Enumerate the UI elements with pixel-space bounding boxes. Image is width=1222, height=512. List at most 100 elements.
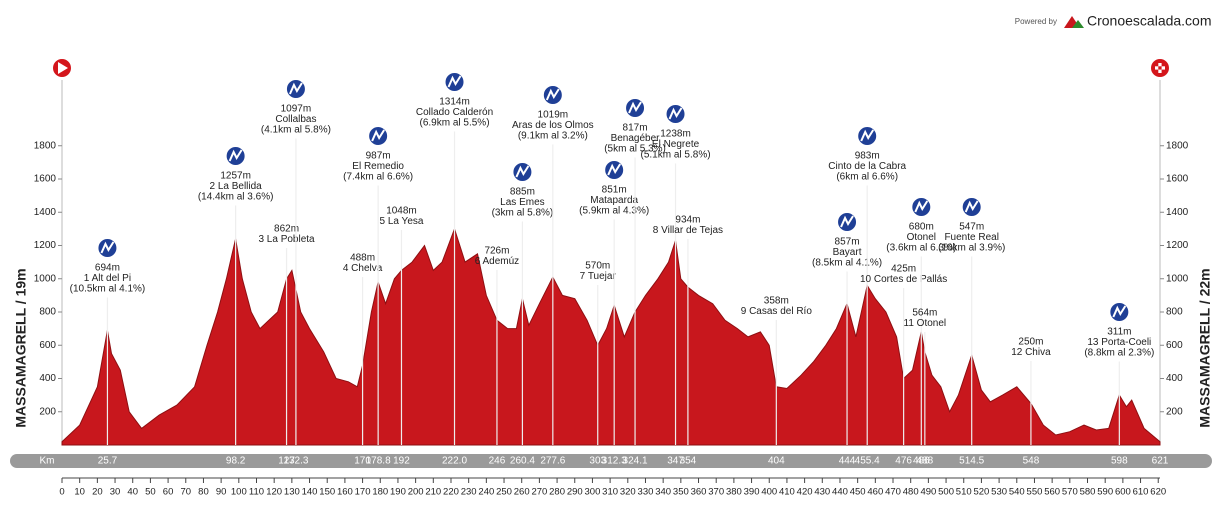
x-tick-label: 350 — [673, 487, 689, 498]
x-tick-label: 60 — [163, 487, 174, 498]
climb-icon-glyph — [860, 129, 875, 142]
marker-name: Mataparda — [590, 195, 638, 206]
marker-elevation: 250m — [1018, 337, 1043, 348]
climb-icon-glyph — [607, 163, 622, 176]
brand-logo-2 — [1072, 20, 1084, 28]
marker-elevation: 934m — [675, 215, 700, 226]
x-tick-label: 50 — [145, 487, 156, 498]
x-tick-label: 540 — [1009, 487, 1025, 498]
x-tick-label: 90 — [216, 487, 227, 498]
x-tick-label: 340 — [655, 487, 671, 498]
marker-detail: (3.6km al 6.3%) — [886, 243, 956, 254]
x-tick-label: 590 — [1097, 487, 1113, 498]
km-bar-label: 132.3 — [283, 456, 308, 467]
km-bar-label: 404 — [768, 456, 785, 467]
marker-name: 12 Chiva — [1011, 347, 1051, 358]
x-tick-label: 530 — [991, 487, 1007, 498]
marker-detail: (10.5km al 4.1%) — [70, 284, 146, 295]
x-tick-label: 360 — [691, 487, 707, 498]
km-bar-label: 514.5 — [959, 456, 984, 467]
x-tick-label: 0 — [59, 487, 64, 498]
powered-by: Powered by — [1015, 17, 1057, 26]
marker-name: 1 Alt del Pi — [84, 273, 131, 284]
marker-name: Aras de los Olmos — [512, 120, 594, 131]
marker-elevation: 983m — [855, 151, 880, 162]
x-tick-label: 80 — [198, 487, 209, 498]
marker-detail: (8.5km al 4.1%) — [812, 258, 882, 269]
marker-detail: (14.4km al 3.6%) — [198, 192, 274, 203]
y-tick-label-right: 1600 — [1166, 174, 1189, 185]
x-tick-label: 130 — [284, 487, 300, 498]
climb-icon-glyph — [628, 101, 642, 114]
marker-detail: (9.1km al 3.2%) — [518, 131, 588, 142]
y-tick-label: 1200 — [34, 240, 57, 251]
x-tick-label: 180 — [372, 487, 388, 498]
marker-name: 11 Otonel — [904, 318, 947, 329]
marker-elevation: 311m — [1107, 327, 1131, 338]
x-tick-label: 500 — [938, 487, 954, 498]
km-bar-label: 222.0 — [442, 456, 467, 467]
y-tick-label: 200 — [39, 406, 56, 417]
y-tick-label-right: 1200 — [1166, 240, 1189, 251]
marker-name: Cinto de la Cabra — [828, 161, 906, 172]
climb-icon — [224, 145, 247, 167]
marker-elevation: 564m — [912, 308, 937, 319]
climb-icon-glyph — [289, 82, 303, 95]
x-tick-label: 120 — [266, 487, 282, 498]
climb-icon — [541, 84, 564, 106]
marker-name: 9 Casas del Río — [741, 306, 813, 317]
marker-elevation: 1257m — [220, 171, 251, 182]
y-tick-label-right: 400 — [1166, 373, 1183, 384]
km-bar-label: 178.8 — [366, 456, 391, 467]
climb-icon — [624, 97, 647, 119]
marker-elevation: 547m — [959, 222, 984, 233]
marker-name: 2 La Bellida — [209, 181, 262, 192]
marker-detail: (6.9km al 5.5%) — [420, 118, 490, 129]
climb-icon-glyph — [515, 165, 530, 178]
climb-icon-glyph — [964, 200, 979, 213]
climb-icon-glyph — [447, 75, 462, 88]
km-bar-label: 455.4 — [855, 456, 880, 467]
climb-icon — [367, 125, 390, 147]
x-tick-label: 30 — [110, 487, 121, 498]
km-bar-label: 277.6 — [540, 456, 565, 467]
km-bar-label: 25.7 — [98, 456, 118, 467]
brand[interactable]: Cronoescalada.com — [1087, 13, 1212, 29]
marker-name: 8 Villar de Tejas — [653, 225, 723, 236]
marker-name: Fuente Real — [944, 232, 998, 243]
km-bar-label: 354 — [680, 456, 697, 467]
x-tick-label: 140 — [302, 487, 318, 498]
climb-icon-glyph — [914, 200, 929, 213]
marker-elevation: 425m — [891, 264, 916, 275]
km-bar-label: 260.4 — [510, 456, 535, 467]
y-tick-label-right: 800 — [1166, 307, 1183, 318]
x-tick-label: 200 — [408, 487, 424, 498]
x-tick-label: 550 — [1027, 487, 1043, 498]
x-tick-label: 620 — [1150, 487, 1166, 498]
marker-elevation: 857m — [835, 237, 860, 248]
x-tick-label: 260 — [514, 487, 530, 498]
climb-icon — [603, 159, 626, 181]
climb-icon — [856, 125, 879, 147]
km-bar-label: 303 — [589, 456, 606, 467]
x-tick-label: 430 — [814, 487, 830, 498]
km-bar-label: 476 — [895, 456, 912, 467]
marker-elevation: 680m — [909, 222, 934, 233]
x-tick-label: 280 — [549, 487, 565, 498]
y-tick-label: 1800 — [34, 140, 57, 151]
km-bar-label: 170 — [354, 456, 371, 467]
marker-elevation: 1048m — [386, 206, 417, 217]
marker-detail: (3km al 5.8%) — [492, 208, 554, 219]
x-tick-label: 300 — [585, 487, 601, 498]
marker-elevation: 570m — [585, 261, 610, 272]
climb-icon-glyph — [371, 129, 385, 142]
marker-detail: (5.1km al 5.8%) — [641, 150, 711, 161]
x-tick-label: 310 — [602, 487, 618, 498]
marker-elevation: 358m — [764, 296, 789, 307]
marker-detail: (5km al 5.3%) — [604, 144, 666, 155]
marker-elevation: 488m — [350, 253, 375, 264]
x-tick-label: 600 — [1115, 487, 1131, 498]
x-tick-label: 460 — [867, 487, 883, 498]
